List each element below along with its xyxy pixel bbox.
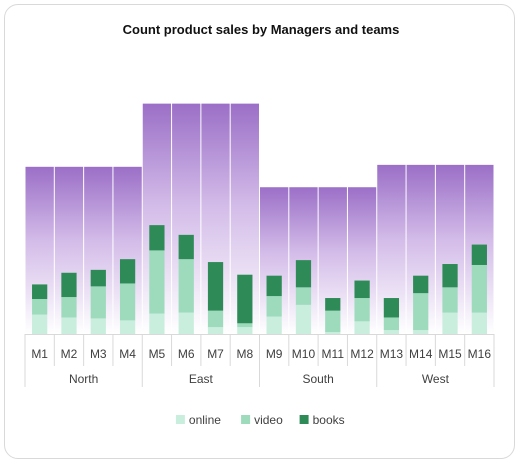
bar-online-M13 <box>383 330 400 334</box>
tick-label-M7: M7 <box>207 347 224 361</box>
group-label-west: West <box>422 372 450 386</box>
tick-label-M4: M4 <box>119 347 136 361</box>
bar-video-M5 <box>149 250 165 314</box>
tick-label-M6: M6 <box>178 347 195 361</box>
bar-video-M7 <box>207 310 224 328</box>
tick-label-M3: M3 <box>90 347 107 361</box>
bar-video-M6 <box>178 259 194 313</box>
tick-label-M15: M15 <box>438 347 462 361</box>
legend-swatch-online <box>175 415 185 424</box>
bar-online-M2 <box>61 317 77 334</box>
bar-video-M15 <box>442 287 458 313</box>
bar-books-M4 <box>119 259 136 284</box>
bar-online-M8 <box>237 327 253 334</box>
bar-books-M13 <box>383 298 400 318</box>
bar-books-M1 <box>32 284 48 300</box>
tick-label-M1: M1 <box>31 347 48 361</box>
bar-books-M14 <box>413 275 429 294</box>
tick-label-M11: M11 <box>322 347 345 361</box>
tick-label-M8: M8 <box>237 347 254 361</box>
bar-books-M16 <box>471 244 487 265</box>
legend-swatch-video <box>241 415 251 424</box>
bar-video-M12 <box>354 298 370 322</box>
bar-online-M12 <box>354 321 370 334</box>
group-totals <box>25 103 494 334</box>
bar-online-M4 <box>119 320 136 334</box>
legend-label-video: video <box>254 413 283 427</box>
bar-online-M11 <box>325 332 341 334</box>
legend: online video books <box>175 413 345 427</box>
bar-books-M2 <box>61 272 77 298</box>
bar-books-M3 <box>90 269 106 287</box>
tick-label-M5: M5 <box>149 347 166 361</box>
tick-label-M16: M16 <box>468 347 492 361</box>
bar-online-M3 <box>90 318 106 334</box>
bar-books-M10 <box>295 260 312 288</box>
bar-video-M1 <box>32 299 48 315</box>
bar-books-M9 <box>266 275 282 297</box>
tick-label-M13: M13 <box>380 347 404 361</box>
bar-video-M8 <box>237 323 253 328</box>
legend-label-online: online <box>189 413 221 427</box>
bar-video-M10 <box>295 287 312 305</box>
group-label-south: South <box>302 372 333 386</box>
bar-online-M15 <box>442 312 458 334</box>
bar-books-M5 <box>149 225 165 251</box>
bar-online-M16 <box>471 312 487 334</box>
bar-books-M8 <box>237 274 253 324</box>
bar-video-M13 <box>383 317 400 331</box>
bar-online-M10 <box>295 304 312 334</box>
bar-books-M11 <box>325 298 341 311</box>
bar-online-M5 <box>149 313 165 334</box>
legend-label-books: books <box>313 413 345 427</box>
bar-video-M2 <box>61 297 77 318</box>
bar-books-M12 <box>354 280 370 299</box>
bar-video-M16 <box>471 264 487 313</box>
bar-online-M9 <box>266 316 282 334</box>
bars <box>32 225 487 334</box>
bar-video-M4 <box>119 283 136 321</box>
group-label-north: North <box>69 372 98 386</box>
bar-books-M6 <box>178 234 194 260</box>
bar-online-M1 <box>32 314 48 334</box>
chart-title: Count product sales by Managers and team… <box>123 22 400 37</box>
bar-books-M15 <box>442 264 458 288</box>
tick-label-M10: M10 <box>292 347 316 361</box>
tick-label-M12: M12 <box>350 347 374 361</box>
tick-label-M14: M14 <box>409 347 433 361</box>
bar-video-M3 <box>90 286 106 319</box>
bar-online-M14 <box>413 330 429 334</box>
tick-label-M9: M9 <box>266 347 283 361</box>
bar-online-M6 <box>178 312 194 334</box>
x-axis: M1 M2 M3 M4 M5 M6 M7 M8 M9 M10 M11 M12 M13 M14 M15 M16 N… <box>24 334 495 387</box>
bar-books-M7 <box>207 262 224 311</box>
legend-swatch-books <box>299 415 309 424</box>
group-label-east: East <box>189 372 214 386</box>
bar-video-M9 <box>266 296 282 317</box>
tick-label-M2: M2 <box>61 347 78 361</box>
bar-video-M14 <box>413 293 429 331</box>
bar-video-M11 <box>325 310 341 333</box>
bar-online-M7 <box>207 327 224 334</box>
